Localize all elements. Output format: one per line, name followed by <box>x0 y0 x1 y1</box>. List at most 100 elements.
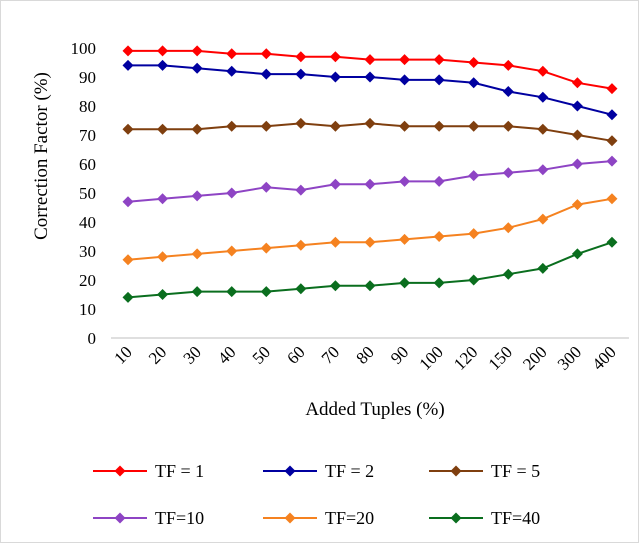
series <box>122 117 618 147</box>
y-tick-label: 60 <box>79 155 96 174</box>
data-point <box>260 242 272 254</box>
data-point <box>537 65 549 77</box>
legend-label: TF=40 <box>491 508 540 528</box>
legend-item: TF=40 <box>429 508 540 528</box>
data-point <box>606 83 618 95</box>
series <box>122 193 618 266</box>
data-point <box>537 91 549 103</box>
data-point <box>157 289 169 300</box>
data-point <box>537 262 549 274</box>
data-point <box>122 254 134 266</box>
data-point <box>468 77 480 89</box>
x-tick-label: 400 <box>588 342 619 373</box>
y-axis: 0 10 20 30 40 50 60 70 80 90 100 <box>71 39 97 348</box>
data-point <box>537 213 549 225</box>
data-point <box>606 236 618 248</box>
legend: TF = 1 TF = 2 TF = 5 TF=10 TF=20 TF=40 <box>93 461 540 528</box>
data-point <box>537 164 549 176</box>
legend-label: TF = 5 <box>491 461 540 481</box>
data-point <box>433 175 445 187</box>
data-point <box>295 68 307 80</box>
data-point <box>468 57 480 68</box>
y-tick-label: 80 <box>79 97 96 116</box>
data-point <box>502 268 514 280</box>
data-point <box>122 123 134 135</box>
data-point <box>571 129 583 141</box>
data-point <box>433 231 445 242</box>
data-point <box>260 120 272 132</box>
data-point <box>157 59 169 71</box>
data-point <box>571 77 583 89</box>
data-point <box>502 86 514 97</box>
data-point <box>502 222 514 234</box>
y-tick-label: 40 <box>79 213 96 232</box>
data-point <box>295 51 307 63</box>
data-point <box>226 286 238 298</box>
data-point <box>260 48 272 60</box>
legend-marker <box>284 465 296 477</box>
data-point <box>571 100 583 112</box>
data-point <box>122 196 134 208</box>
data-point <box>364 178 376 190</box>
data-point <box>364 236 376 248</box>
y-tick-label: 100 <box>71 39 97 58</box>
data-point <box>399 54 411 66</box>
y-tick-label: 30 <box>79 242 96 261</box>
data-point <box>295 239 307 251</box>
data-point <box>502 59 514 71</box>
data-point <box>122 59 134 71</box>
legend-label: TF=20 <box>325 508 374 528</box>
x-axis: 10 20 30 40 50 60 70 80 90 100 120 150 200 300 400 <box>110 337 629 374</box>
data-point <box>399 120 411 132</box>
data-point <box>329 51 341 63</box>
x-axis-label: Added Tuples (%) <box>305 399 444 420</box>
series <box>122 155 618 208</box>
data-point <box>364 117 376 129</box>
legend-label: TF = 2 <box>325 461 374 481</box>
data-point <box>329 71 341 83</box>
data-point <box>191 286 203 298</box>
x-tick-label: 300 <box>554 342 585 373</box>
data-point <box>226 65 238 77</box>
data-point <box>468 274 480 286</box>
data-point <box>468 228 480 240</box>
series-layer <box>122 45 618 303</box>
x-tick-label: 90 <box>387 342 412 367</box>
data-point <box>157 45 169 57</box>
data-point <box>537 123 549 135</box>
data-point <box>399 233 411 245</box>
data-point <box>502 120 514 132</box>
data-point <box>468 120 480 132</box>
data-point <box>606 135 618 147</box>
data-point <box>226 245 238 257</box>
x-tick-label: 20 <box>145 342 170 367</box>
data-point <box>329 120 341 132</box>
y-tick-label: 0 <box>88 329 97 348</box>
legend-item: TF=10 <box>93 508 204 528</box>
legend-marker <box>284 512 296 524</box>
data-point <box>260 181 272 193</box>
data-point <box>157 193 169 205</box>
y-tick-label: 20 <box>79 271 96 290</box>
data-point <box>226 120 238 132</box>
data-point <box>191 62 203 74</box>
x-tick-label: 150 <box>485 342 516 373</box>
data-point <box>329 178 341 190</box>
legend-item: TF = 5 <box>429 461 540 481</box>
legend-marker <box>450 465 462 477</box>
data-point <box>191 123 203 135</box>
series <box>122 59 618 121</box>
data-point <box>226 187 238 199</box>
x-tick-label: 70 <box>318 342 343 367</box>
legend-item: TF = 1 <box>93 461 204 481</box>
x-tick-label: 40 <box>214 342 239 367</box>
x-tick-label: 60 <box>283 342 308 367</box>
legend-marker <box>114 512 126 524</box>
data-point <box>571 158 583 170</box>
data-point <box>433 54 445 66</box>
legend-marker <box>114 465 126 477</box>
data-point <box>571 248 583 260</box>
series-line <box>127 197 613 261</box>
